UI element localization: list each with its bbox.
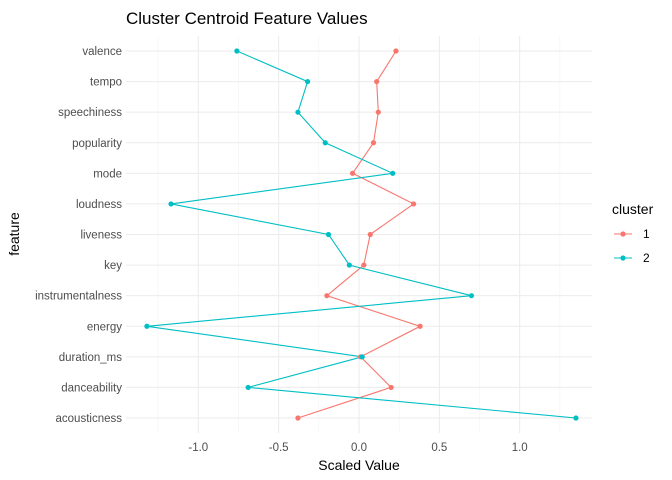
legend-key-point: [620, 231, 626, 237]
data-point-cluster-2: [295, 109, 301, 115]
data-point-cluster-2: [346, 262, 352, 268]
x-tick-labels: -1.0 -0.5 0.0 0.5 1.0: [188, 442, 527, 454]
y-tick-label: danceability: [61, 382, 122, 394]
data-point-cluster-1: [388, 384, 394, 391]
series-lines: [144, 48, 579, 421]
legend-title: cluster: [612, 201, 654, 217]
data-point-cluster-1: [349, 170, 356, 176]
x-tick-label: -0.5: [269, 442, 289, 454]
chart-title: Cluster Centroid Feature Values: [126, 9, 368, 28]
legend-key-point: [620, 255, 626, 261]
y-axis-title: feature: [6, 212, 22, 256]
y-tick-label: energy: [87, 321, 122, 333]
data-point-cluster-2: [168, 201, 174, 207]
legend-label: 2: [643, 251, 650, 265]
x-tick-label: 0.5: [431, 442, 447, 454]
y-tick-label: valence: [82, 46, 122, 58]
x-tick-label: 0.0: [351, 442, 367, 454]
y-tick-label: acousticness: [56, 413, 123, 425]
data-point-cluster-2: [468, 293, 475, 299]
legend: cluster 1 2: [612, 201, 654, 265]
y-tick-label: loudness: [76, 199, 122, 211]
data-point-cluster-1: [295, 415, 301, 421]
x-axis-title: Scaled Value: [318, 457, 400, 473]
grid: [126, 36, 592, 433]
data-point-cluster-2: [322, 140, 328, 146]
data-point-cluster-1: [367, 231, 373, 238]
data-point-cluster-2: [234, 48, 240, 54]
data-point-cluster-2: [245, 384, 251, 391]
y-tick-label: instrumentalness: [35, 291, 122, 303]
y-tick-label: duration_ms: [59, 352, 123, 364]
data-point-cluster-1: [361, 262, 367, 268]
x-tick-label: 1.0: [512, 442, 528, 454]
y-tick-label: mode: [93, 168, 122, 180]
data-point-cluster-1: [411, 201, 417, 207]
y-tick-label: popularity: [72, 138, 122, 150]
data-point-cluster-1: [370, 140, 377, 146]
y-tick-label: speechiness: [58, 107, 122, 119]
x-tick-label: -1.0: [188, 442, 208, 454]
y-tick-label: tempo: [90, 77, 122, 89]
data-point-cluster-1: [374, 78, 380, 85]
data-point-cluster-2: [304, 78, 311, 85]
y-tick-label: key: [104, 260, 122, 272]
y-tick-label: liveness: [80, 230, 122, 242]
data-point-cluster-2: [390, 170, 396, 176]
data-point-cluster-1: [393, 48, 399, 54]
data-point-cluster-2: [573, 415, 579, 421]
data-point-cluster-2: [325, 231, 332, 238]
data-point-cluster-1: [417, 323, 423, 329]
data-point-cluster-2: [359, 354, 365, 360]
data-point-cluster-1: [375, 109, 381, 115]
data-point-cluster-2: [144, 323, 150, 329]
legend-label: 1: [643, 227, 650, 241]
y-tick-labels: acousticness danceability duration_ms energ…: [35, 46, 122, 425]
data-point-cluster-1: [324, 293, 330, 299]
